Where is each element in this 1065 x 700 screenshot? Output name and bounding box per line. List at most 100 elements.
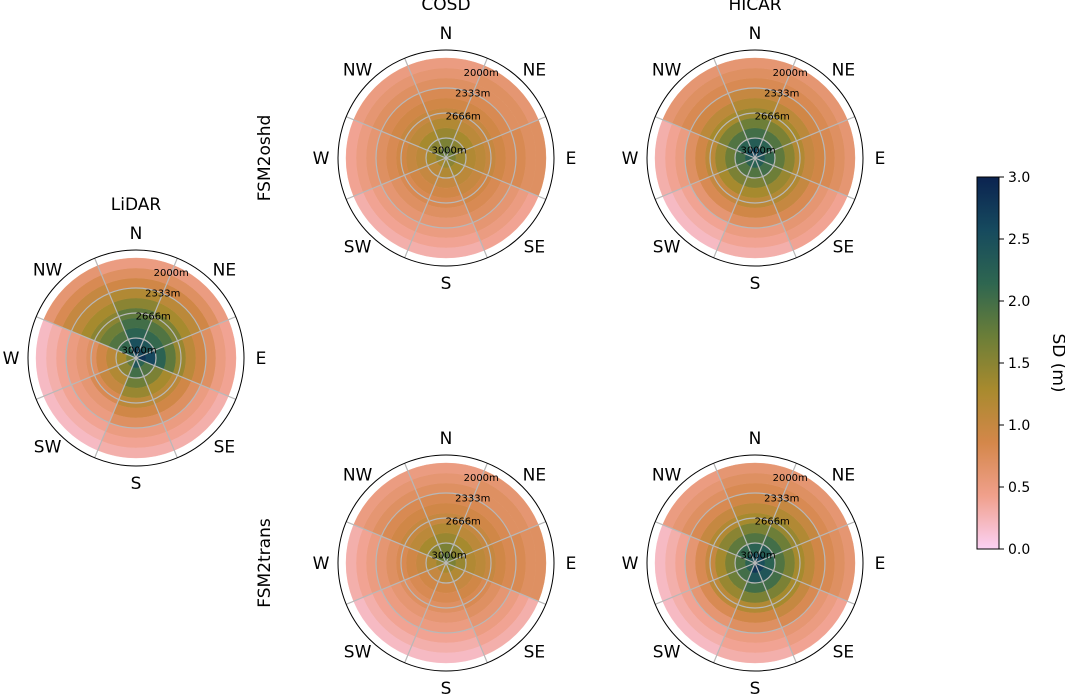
- spoke-1: [135, 316, 237, 359]
- ring-label-2000m: 2000m: [464, 473, 499, 484]
- dir-label-sw: SW: [653, 237, 681, 257]
- spoke-3: [445, 157, 488, 259]
- spoke-6: [654, 116, 756, 159]
- polar-panel-lidar: 2000m 2333m 2666m 3000m N NE E SE S SW W NW LiDAR: [3, 195, 267, 494]
- grid-ring-1: [709, 517, 801, 609]
- polar-panel-cosd-fsm2trans: 2000m 2333m 2666m 3000m N NE E SE S SW W NW FSM2tran…: [255, 429, 576, 699]
- spoke-4: [404, 157, 447, 259]
- colorbar-tick-label: 3.0: [1008, 170, 1030, 186]
- panel-title-hicar-fsm2oshd: HICAR: [728, 0, 781, 15]
- spoke-5: [654, 562, 756, 605]
- grid-ring-1: [400, 112, 492, 204]
- panel-title-cosd-fsm2oshd: COSD: [421, 0, 470, 15]
- dir-label-nw: NW: [343, 61, 373, 81]
- row-label-fsm2oshd: FSM2oshd: [255, 115, 275, 202]
- dir-label-se: SE: [833, 237, 855, 257]
- spoke-6: [345, 116, 447, 159]
- dir-label-s: S: [441, 274, 452, 294]
- colorbar-tick-label: 0.0: [1008, 542, 1030, 558]
- spoke-1: [754, 521, 856, 564]
- dir-label-se: SE: [524, 642, 546, 662]
- spoke-4: [713, 157, 756, 259]
- dir-label-e: E: [566, 554, 577, 574]
- colorbar: 0.0 0.5 1.0 1.5 2.0 2.5 3.0 SD (m): [976, 170, 1065, 558]
- spoke-2: [135, 357, 237, 400]
- dir-label-nw: NW: [652, 61, 682, 81]
- ring-label-3000m: 3000m: [740, 551, 775, 562]
- dir-label-nw: NW: [652, 466, 682, 486]
- ring-label-3000m: 3000m: [121, 346, 156, 357]
- dir-label-sw: SW: [34, 437, 62, 457]
- spoke-7: [713, 462, 756, 564]
- spoke-3: [754, 157, 797, 259]
- ring-label-3000m: 3000m: [740, 146, 775, 157]
- dir-label-s: S: [131, 474, 142, 494]
- dir-label-e: E: [256, 349, 267, 369]
- spoke-7: [94, 257, 137, 359]
- dir-label-s: S: [750, 679, 761, 699]
- polar-frame: [337, 454, 555, 672]
- spoke-6: [35, 316, 137, 359]
- spoke-5: [35, 357, 137, 400]
- grid-ring-2: [375, 87, 517, 229]
- polar-frame: [27, 249, 245, 467]
- spoke-5: [654, 157, 756, 200]
- ring-label-2666m: 2666m: [136, 311, 171, 322]
- dir-label-ne: NE: [523, 61, 546, 81]
- spoke-1: [445, 521, 547, 564]
- dir-label-n: N: [440, 24, 453, 44]
- spoke-7: [713, 57, 756, 159]
- spoke-2: [754, 157, 856, 200]
- dir-label-sw: SW: [653, 642, 681, 662]
- spoke-4: [404, 562, 447, 664]
- dir-label-e: E: [875, 554, 886, 574]
- spoke-3: [135, 357, 178, 459]
- grid-ring-0: [425, 542, 467, 584]
- dir-label-se: SE: [214, 437, 236, 457]
- colorbar-tick-label: 1.0: [1008, 418, 1030, 434]
- dir-label-w: W: [3, 349, 20, 369]
- grid-ring-2: [684, 492, 826, 634]
- grid-ring-1: [90, 312, 182, 404]
- ring-label-2333m: 2333m: [764, 88, 799, 99]
- colorbar-tick-label: 0.5: [1008, 480, 1030, 496]
- spoke-0: [445, 462, 488, 564]
- dir-label-nw: NW: [343, 466, 373, 486]
- polar-panel-hicar-fsm2oshd: 2000m 2333m 2666m 3000m N NE E SE S SW W NW HICAR: [622, 0, 886, 294]
- colorbar-label: SD (m): [1048, 333, 1065, 392]
- spoke-7: [404, 462, 447, 564]
- ring-label-3000m: 3000m: [431, 146, 466, 157]
- dir-label-e: E: [875, 149, 886, 169]
- dir-label-n: N: [749, 429, 762, 449]
- ring-label-2666m: 2666m: [446, 516, 481, 527]
- ring-label-2666m: 2666m: [755, 111, 790, 122]
- ring-label-2333m: 2333m: [455, 493, 490, 504]
- ring-label-2333m: 2333m: [145, 288, 180, 299]
- dir-label-e: E: [566, 149, 577, 169]
- row-label-fsm2trans: FSM2trans: [255, 518, 275, 608]
- spoke-5: [345, 157, 447, 200]
- dir-label-se: SE: [833, 642, 855, 662]
- spoke-0: [135, 257, 178, 359]
- ring-label-2000m: 2000m: [154, 268, 189, 279]
- spoke-0: [445, 57, 488, 159]
- dir-label-se: SE: [524, 237, 546, 257]
- dir-label-ne: NE: [213, 261, 236, 281]
- grid-ring-0: [115, 337, 157, 379]
- ring-label-2000m: 2000m: [773, 68, 808, 79]
- colorbar-tick-label: 1.5: [1008, 356, 1030, 372]
- colorbar-tick-label: 2.0: [1008, 294, 1030, 310]
- colorbar-gradient: [976, 176, 1000, 550]
- dir-label-w: W: [313, 149, 330, 169]
- colorbar-tick-label: 2.5: [1008, 232, 1030, 248]
- ring-label-2333m: 2333m: [455, 88, 490, 99]
- spoke-3: [445, 562, 488, 664]
- spoke-0: [754, 462, 797, 564]
- spoke-6: [345, 521, 447, 564]
- spoke-7: [404, 57, 447, 159]
- grid-ring-0: [734, 137, 776, 179]
- polar-frame: [646, 49, 864, 267]
- panel-title-lidar: LiDAR: [111, 195, 162, 215]
